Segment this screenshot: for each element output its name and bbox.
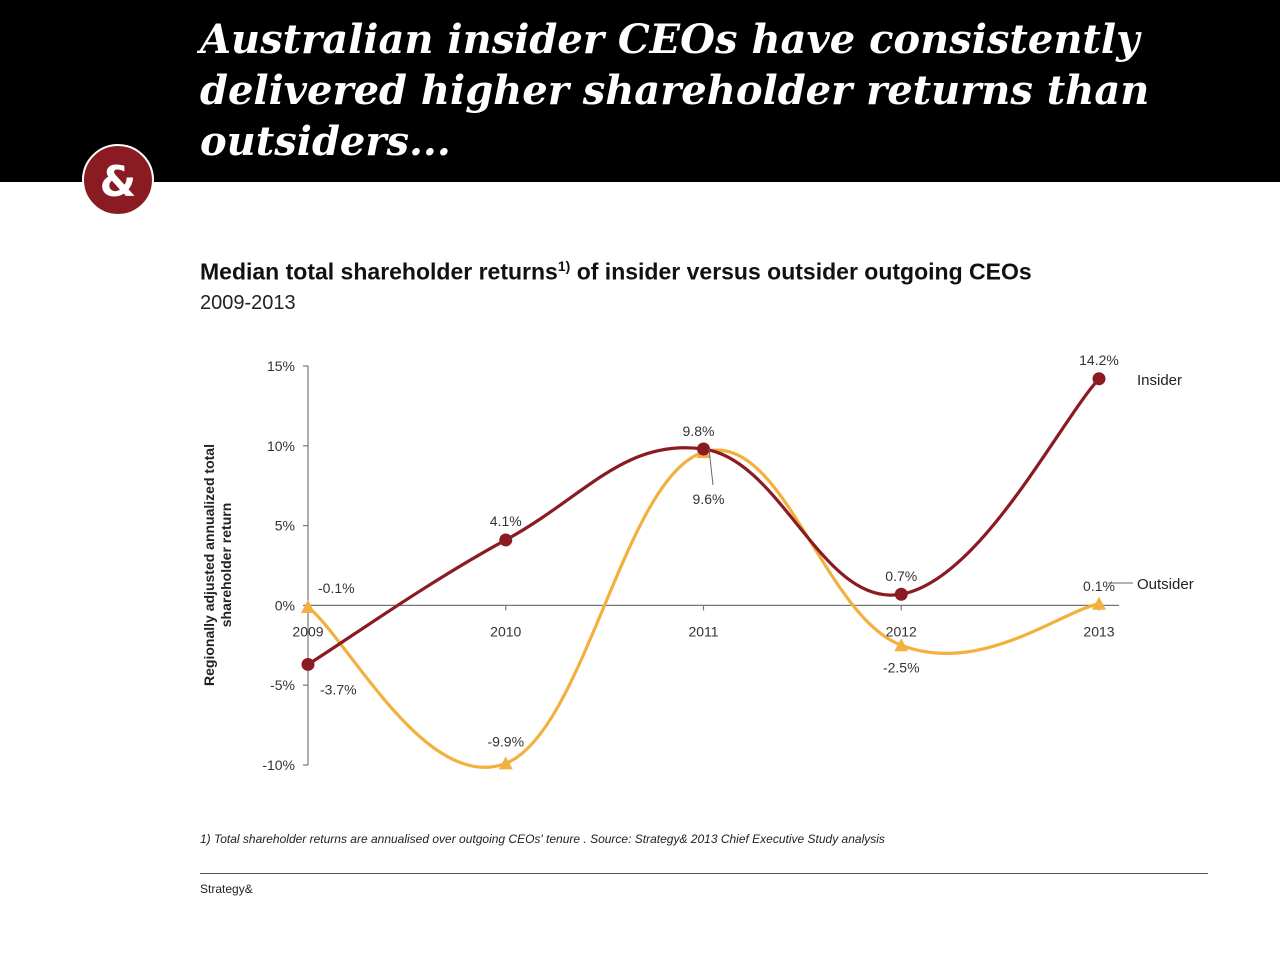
insider-series-line xyxy=(306,377,1101,667)
y-tick-label: 0% xyxy=(275,597,295,613)
x-tick-label: 2013 xyxy=(1083,623,1114,639)
insider-data-point xyxy=(1092,372,1106,386)
insider-data-point xyxy=(499,533,513,547)
y-axis-label-line: Regionally adjusted annualized total xyxy=(201,444,217,686)
chart-subtitle: 2009-2013 xyxy=(200,292,296,314)
insider-data-point xyxy=(301,657,315,671)
y-tick-label: 5% xyxy=(275,518,295,534)
insider-data-point xyxy=(894,587,908,601)
x-tick-label: 2011 xyxy=(688,623,718,639)
y-tick-label: -10% xyxy=(262,757,295,773)
y-tick-label: 15% xyxy=(267,358,295,374)
insider-data-label: 4.1% xyxy=(490,513,522,529)
outsider-data-label: -0.1% xyxy=(318,580,355,596)
chart-title-footnote-marker: 1) xyxy=(557,258,571,274)
insider-data-label: 9.8% xyxy=(683,423,715,439)
chart-title-suffix: of insider versus outsider outgoing CEOs xyxy=(576,258,1032,285)
outsider-legend-label: Outsider xyxy=(1137,576,1194,593)
footer-divider xyxy=(200,873,1208,874)
outsider-2011-leader-line xyxy=(708,448,714,486)
outsider-data-label: 0.1% xyxy=(1083,578,1115,594)
y-axis-label-line: shareholder return xyxy=(218,503,234,627)
insider-legend-label: Insider xyxy=(1137,372,1182,389)
insider-data-label: 14.2% xyxy=(1079,352,1119,368)
outsider-data-point xyxy=(1092,596,1106,610)
insider-data-label: -3.7% xyxy=(320,681,357,697)
strategy-logo-icon: & xyxy=(82,144,154,216)
y-axis-label: Regionally adjusted annualized totalshar… xyxy=(201,444,234,686)
outsider-data-label: -9.9% xyxy=(487,733,524,749)
y-tick-label: -5% xyxy=(270,677,295,693)
outsider-data-label: 9.6% xyxy=(693,491,725,507)
chart-title: Median total shareholder returns1) of in… xyxy=(200,258,1032,286)
footnote: 1) Total shareholder returns are annuali… xyxy=(200,832,885,846)
outsider-data-point xyxy=(894,638,909,652)
outsider-data-point xyxy=(301,599,315,613)
outsider-data-point xyxy=(498,756,513,770)
insider-data-label: 0.7% xyxy=(885,568,917,584)
outsider-series-line xyxy=(306,448,1101,769)
insider-data-point xyxy=(697,442,710,456)
y-tick-label: 10% xyxy=(267,438,295,454)
x-tick-label: 2010 xyxy=(490,623,521,639)
outsider-data-label: -2.5% xyxy=(883,659,920,675)
chart-title-main: Median total shareholder returns xyxy=(200,258,558,285)
header-banner: Australian insider CEOs have consistentl… xyxy=(0,0,1280,182)
x-tick-label: 2009 xyxy=(292,623,323,639)
slide-headline: Australian insider CEOs have consistentl… xyxy=(200,16,1150,165)
footer-brand: Strategy& xyxy=(200,882,253,896)
x-tick-label: 2012 xyxy=(886,623,917,639)
